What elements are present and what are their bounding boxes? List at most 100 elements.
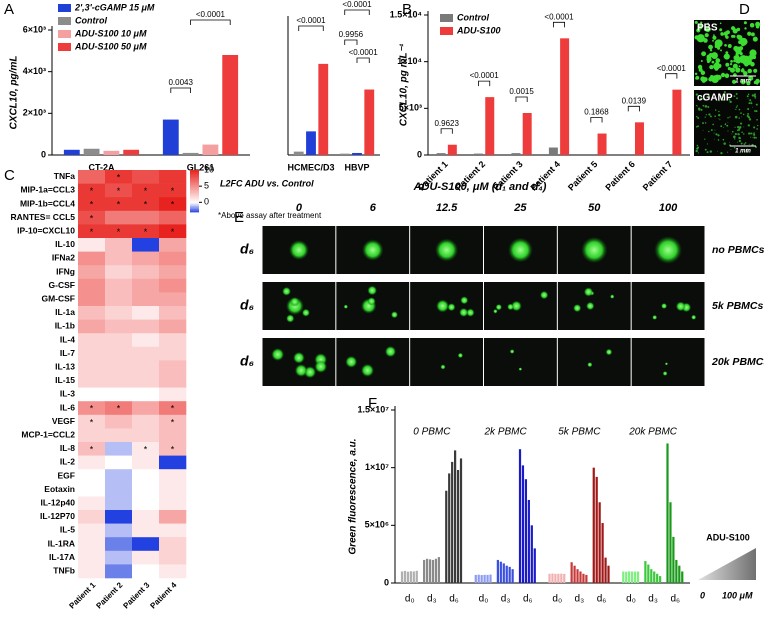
heatmap-cell xyxy=(132,183,160,198)
heatmap-cell xyxy=(159,387,187,402)
bar xyxy=(570,562,573,583)
droplet xyxy=(719,28,723,32)
heatmap-cell xyxy=(159,564,187,579)
droplet xyxy=(713,62,720,70)
heatmap-cell xyxy=(78,319,106,334)
droplet xyxy=(728,97,730,99)
legend-swatch xyxy=(58,4,71,12)
droplet xyxy=(722,138,725,141)
bar xyxy=(573,565,576,583)
bar xyxy=(437,557,440,583)
row-label: IL-10 xyxy=(55,239,75,249)
row-label: 5k PBMCs xyxy=(712,300,764,312)
spheroid xyxy=(507,303,514,311)
y-axis-label: CXCL10, pg mL⁻¹ xyxy=(399,43,410,126)
x-tick-label: Patient 6 xyxy=(603,159,637,193)
row-label: EGF xyxy=(58,470,75,480)
x-tick-label: d₃ xyxy=(648,594,658,605)
heatmap-cell xyxy=(105,346,133,361)
droplet xyxy=(704,105,708,108)
significance-bracket xyxy=(356,57,370,63)
heatmap-cell xyxy=(105,469,133,484)
spheroid xyxy=(581,236,608,264)
droplet xyxy=(716,151,718,152)
bar xyxy=(508,566,511,583)
star: * xyxy=(171,445,175,455)
droplet xyxy=(707,27,711,32)
row-label: IL-12p40 xyxy=(41,497,76,507)
bar xyxy=(502,563,505,583)
image-label: PBS xyxy=(697,23,718,34)
row-label: IL-1RA xyxy=(48,538,75,548)
droplet xyxy=(747,31,752,36)
droplet xyxy=(707,93,710,95)
column-label: 50 xyxy=(588,202,601,214)
y-tick-label: 4×10³ xyxy=(23,66,46,76)
droplet xyxy=(719,119,721,121)
droplet xyxy=(736,27,741,32)
spheroid xyxy=(511,300,522,312)
heatmap-cell xyxy=(105,374,133,388)
droplet xyxy=(717,139,720,141)
droplet xyxy=(748,132,751,135)
heatmap-cell xyxy=(78,224,106,239)
star: * xyxy=(90,213,94,223)
heatmap-cell xyxy=(78,428,106,443)
row-label: 20k PBMCs xyxy=(711,356,764,368)
x-tick-label: d₃ xyxy=(427,594,437,605)
y-tick-label: 5×10⁶ xyxy=(365,520,389,530)
row-label: IFNg xyxy=(56,266,75,276)
bar xyxy=(489,574,492,583)
colorbar-step xyxy=(190,173,199,176)
heatmap-cell xyxy=(105,265,133,280)
droplet xyxy=(718,100,720,102)
significance-label: 0.9623 xyxy=(434,119,459,128)
heatmap-cell xyxy=(132,306,160,320)
droplet xyxy=(743,71,748,76)
spheroid xyxy=(495,303,503,311)
image-grid-title: ADU-S100, μM (d₁ and d₄) xyxy=(413,181,547,193)
x-tick-label: HBVP xyxy=(344,162,369,172)
heatmap-cell xyxy=(132,238,160,252)
significance-bracket xyxy=(344,39,358,45)
heatmap-cell xyxy=(159,210,187,225)
x-tick-label: d₆ xyxy=(597,594,607,605)
heatmap-cell xyxy=(78,333,106,348)
droplet xyxy=(697,64,703,70)
bar xyxy=(103,150,120,155)
heatmap-cell xyxy=(159,197,187,212)
heatmap-cell xyxy=(78,550,106,565)
heatmap-cell xyxy=(105,510,133,524)
droplet xyxy=(714,109,717,111)
droplet xyxy=(730,148,732,150)
droplet xyxy=(712,123,714,126)
heatmap-cell xyxy=(159,442,187,456)
droplet xyxy=(734,115,738,119)
droplet xyxy=(745,40,748,43)
droplet xyxy=(742,113,745,116)
droplet xyxy=(697,107,701,110)
droplet xyxy=(702,122,704,125)
bar xyxy=(474,574,477,583)
bar xyxy=(459,458,463,583)
heatmap-cell xyxy=(132,251,160,266)
droplet xyxy=(757,124,759,127)
droplet xyxy=(715,58,721,63)
bar xyxy=(477,574,480,583)
heatmap-cell xyxy=(159,319,187,334)
spheroid xyxy=(343,304,348,309)
row-label: IL-5 xyxy=(60,525,75,535)
colorbar-step xyxy=(190,195,199,198)
y-tick-label: 2×10³ xyxy=(23,108,46,118)
heatmap-cell xyxy=(105,442,133,456)
bar xyxy=(681,571,684,583)
heatmap-cell xyxy=(159,469,187,484)
colorbar-title: L2FC ADU vs. Control xyxy=(220,178,314,188)
significance-bracket xyxy=(170,87,191,93)
droplet xyxy=(722,94,724,96)
colorbar-tick-label: 0 xyxy=(204,197,209,207)
column-label: 0 xyxy=(296,202,303,214)
droplet xyxy=(739,52,743,56)
micrograph xyxy=(557,338,631,386)
droplet xyxy=(733,95,736,98)
